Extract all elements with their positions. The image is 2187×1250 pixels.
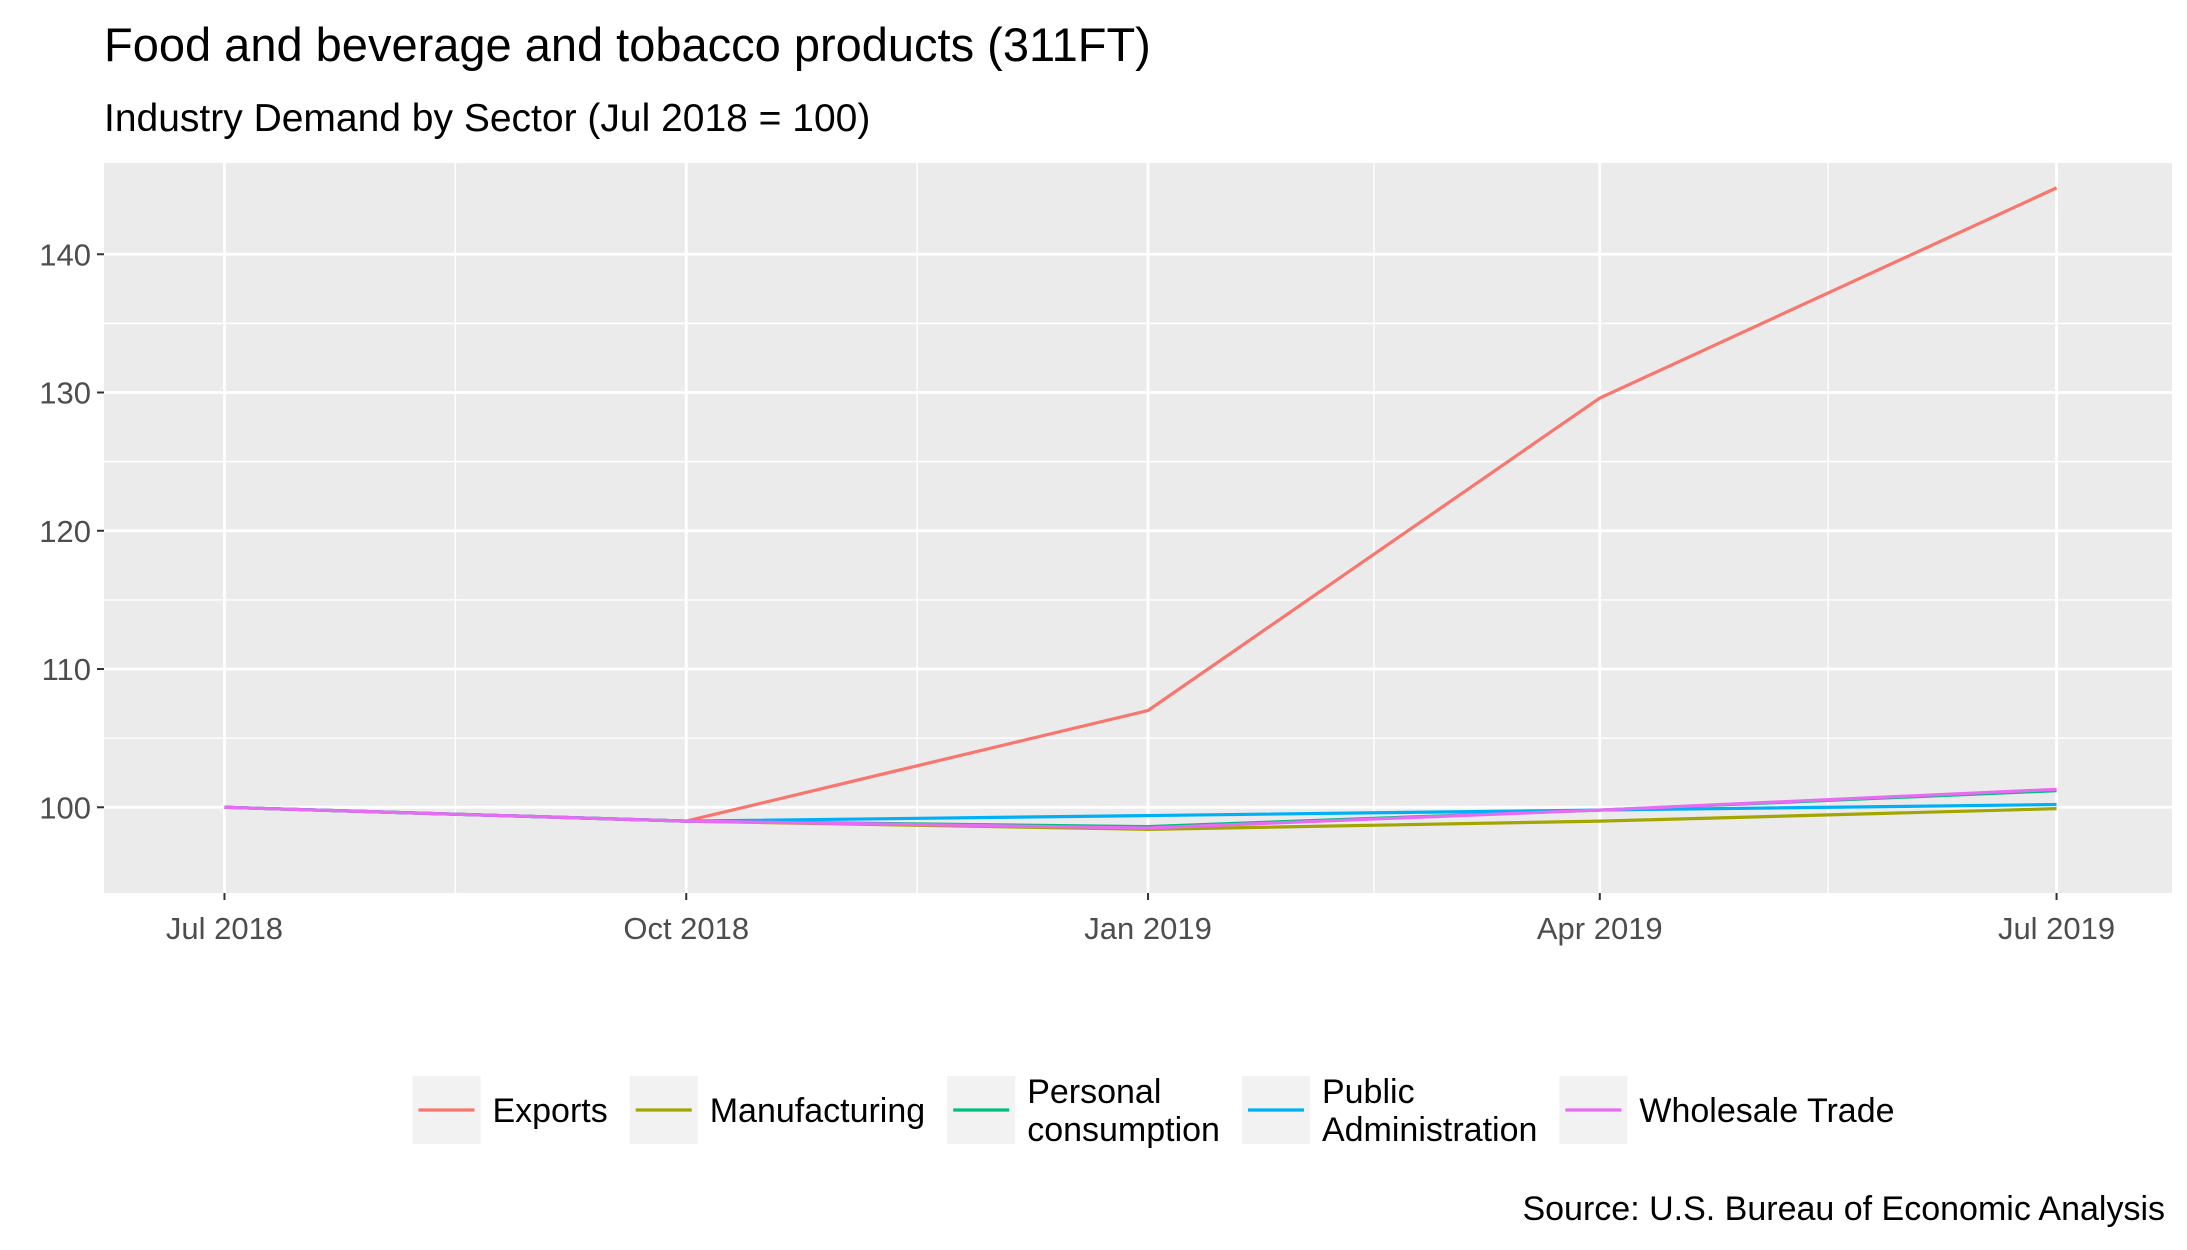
x-tick-label: Jul 2019 [1998,911,2115,946]
legend-label: Exports [492,1092,607,1130]
legend: Exports Manufacturing PersonalconsumptionP… [412,1073,1895,1149]
legend-label: consumption [1027,1111,1220,1149]
y-tick-label: 130 [39,376,91,411]
legend-label: Wholesale Trade [1639,1092,1894,1130]
x-tick-label: Oct 2018 [623,911,749,946]
series-lines [224,186,2058,832]
y-axis: 100 110 120 130 140 [39,237,104,825]
y-tick-label: 120 [39,514,91,549]
y-tick-label: 100 [39,790,91,825]
series-line-wholesale-trade [224,787,2057,830]
legend-label: Administration [1322,1111,1537,1149]
x-tick-label: Jan 2019 [1084,911,1212,946]
major-gridlines [104,163,2172,893]
chart-caption: Source: U.S. Bureau of Economic Analysis [1522,1190,2165,1228]
legend-item-wholesale-trade: Wholesale Trade [1559,1076,1895,1144]
minor-gridlines [104,163,2172,893]
legend-label: Personal [1027,1073,1161,1111]
chart-subtitle: Industry Demand by Sector (Jul 2018 = 10… [104,97,870,140]
x-tick-label: Jul 2018 [166,911,283,946]
y-tick-label: 110 [42,652,91,687]
legend-label: Public [1322,1073,1415,1111]
y-tick-label: 140 [39,237,91,272]
chart-title: Food and beverage and tobacco products (… [104,18,1151,71]
legend-item-manufacturing: Manufacturing [629,1076,925,1144]
legend-item-exports: Exports [412,1076,608,1144]
legend-label: Manufacturing [710,1092,925,1130]
x-tick-label: Apr 2019 [1537,911,1663,946]
plot-panel [104,163,2172,893]
x-axis: Jul 2018 Oct 2018 Jan 2019 Apr 2019 Jul 2019 [166,893,2115,946]
